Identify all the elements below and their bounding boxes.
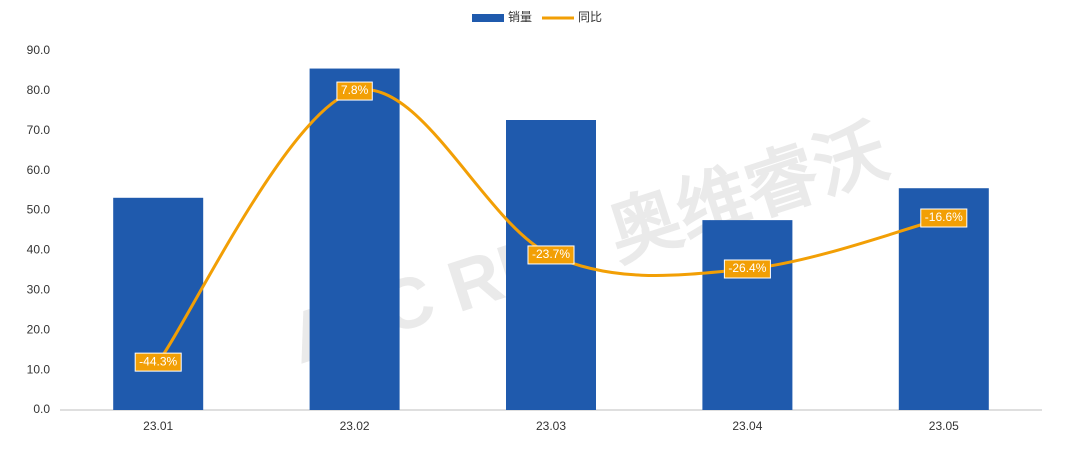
data-label: -26.4% <box>723 259 771 279</box>
bar <box>702 220 793 410</box>
data-label-box <box>527 245 575 265</box>
data-label-box <box>134 352 182 372</box>
x-tick-label: 23.01 <box>143 419 173 433</box>
y-tick-label: 80.0 <box>27 83 51 97</box>
data-label-box <box>336 81 373 101</box>
data-label-text: -44.3% <box>139 354 177 368</box>
data-label-box <box>723 259 771 279</box>
x-tick-label: 23.02 <box>340 419 370 433</box>
y-tick-label: 60.0 <box>27 163 51 177</box>
x-tick-label: 23.03 <box>536 419 566 433</box>
y-tick-label: 20.0 <box>27 322 51 336</box>
y-tick-label: 40.0 <box>27 243 51 257</box>
data-label-box <box>920 208 968 228</box>
data-label-text: -16.6% <box>925 210 963 224</box>
data-label: -16.6% <box>920 208 968 228</box>
data-label-text: -26.4% <box>728 261 766 275</box>
data-label-text: -23.7% <box>532 247 570 261</box>
y-tick-label: 10.0 <box>27 362 51 376</box>
y-tick-label: 90.0 <box>27 43 51 57</box>
y-tick-label: 50.0 <box>27 203 51 217</box>
y-tick-label: 30.0 <box>27 283 51 297</box>
data-label-text: 7.8% <box>341 83 369 97</box>
x-tick-label: 23.04 <box>732 419 762 433</box>
legend-swatch <box>472 14 504 22</box>
data-label: -23.7% <box>527 245 575 265</box>
bar <box>309 68 400 410</box>
legend-label: 同比 <box>578 10 602 24</box>
line <box>156 88 945 364</box>
legend-label: 销量 <box>508 10 532 24</box>
y-tick-label: 0.0 <box>33 402 50 416</box>
data-label: 7.8% <box>336 81 373 101</box>
data-label: -44.3% <box>134 352 182 372</box>
x-tick-label: 23.05 <box>929 419 959 433</box>
bar <box>113 197 204 410</box>
y-tick-label: 70.0 <box>27 123 51 137</box>
